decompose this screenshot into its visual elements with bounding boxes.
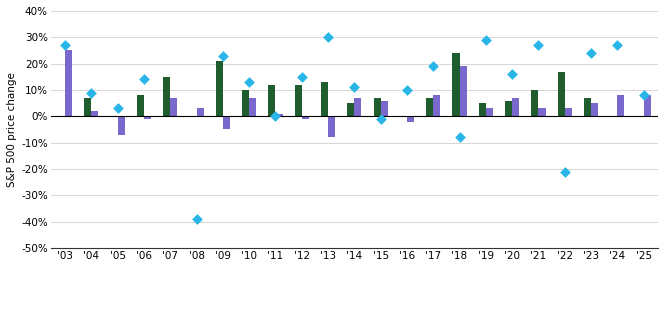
Bar — [433, 95, 440, 116]
Bar — [223, 116, 230, 129]
Bar — [163, 77, 170, 116]
Bar — [295, 85, 302, 116]
Point — [586, 51, 597, 56]
Point — [533, 43, 544, 48]
Bar — [328, 116, 335, 137]
Bar — [354, 98, 362, 116]
Point — [559, 169, 570, 174]
Y-axis label: S&P 500 price change: S&P 500 price change — [7, 72, 17, 187]
Point — [297, 74, 307, 80]
Bar — [452, 53, 460, 116]
Point — [86, 90, 96, 95]
Bar — [486, 108, 493, 116]
Bar — [65, 51, 72, 116]
Bar — [558, 72, 565, 116]
Bar — [91, 111, 98, 116]
Bar — [197, 108, 203, 116]
Point — [481, 38, 491, 43]
Point — [270, 114, 281, 119]
Bar — [617, 95, 624, 116]
Bar — [407, 116, 414, 121]
Point — [192, 217, 202, 222]
Point — [428, 64, 438, 69]
Bar — [479, 103, 486, 116]
Bar — [531, 90, 539, 116]
Bar — [170, 98, 178, 116]
Point — [139, 77, 150, 82]
Point — [638, 93, 649, 98]
Bar — [118, 116, 125, 135]
Bar — [505, 100, 512, 116]
Bar — [539, 108, 545, 116]
Point — [244, 80, 255, 85]
Point — [375, 116, 386, 121]
Bar — [584, 98, 591, 116]
Point — [112, 106, 123, 111]
Bar — [644, 95, 650, 116]
Bar — [426, 98, 433, 116]
Bar — [591, 103, 598, 116]
Point — [507, 72, 517, 77]
Bar — [269, 85, 275, 116]
Bar — [249, 98, 256, 116]
Bar — [347, 103, 354, 116]
Bar — [84, 98, 91, 116]
Point — [612, 43, 622, 48]
Point — [60, 43, 70, 48]
Bar — [565, 108, 572, 116]
Bar — [321, 82, 328, 116]
Bar — [275, 114, 283, 116]
Bar — [215, 61, 223, 116]
Point — [402, 87, 412, 93]
Bar — [380, 100, 388, 116]
Bar — [144, 116, 151, 119]
Bar — [512, 98, 519, 116]
Bar — [137, 95, 144, 116]
Point — [454, 135, 465, 140]
Point — [217, 53, 228, 58]
Bar — [460, 66, 467, 116]
Bar — [374, 98, 380, 116]
Bar — [302, 116, 309, 119]
Point — [323, 35, 333, 40]
Bar — [242, 90, 249, 116]
Point — [349, 85, 360, 90]
